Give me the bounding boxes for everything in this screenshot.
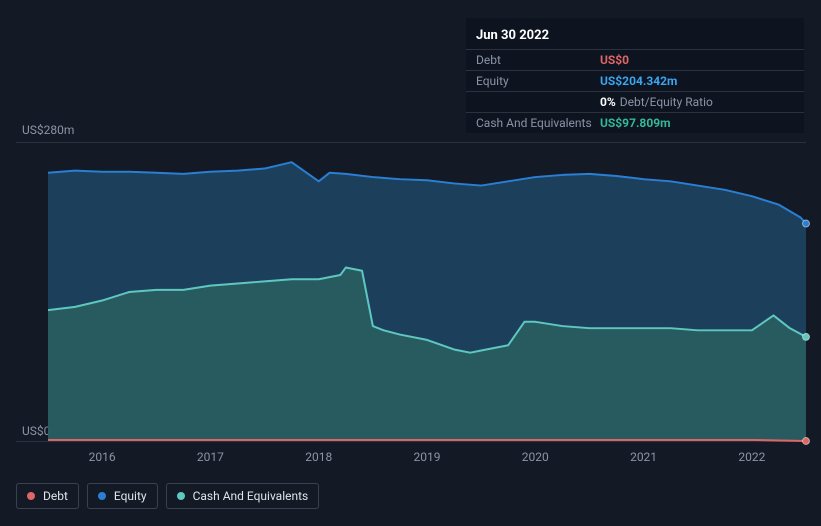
chart-svg [16,143,806,441]
legend-item[interactable]: Debt [16,483,79,509]
chart-plot-area[interactable] [16,142,806,442]
series-end-marker [803,438,810,445]
tooltip-row-suffix: Debt/Equity Ratio [620,95,713,109]
tooltip-row-value: US$0 [600,53,629,67]
legend-dot-icon [177,492,185,500]
tooltip-row-value: US$204.342m [600,74,677,88]
tooltip-row: 0% Debt/Equity Ratio [466,91,804,112]
series-line [48,440,806,441]
legend-item[interactable]: Cash And Equivalents [166,483,320,509]
series-end-marker [803,333,810,340]
tooltip-row-value: US$97.809m [600,116,670,130]
legend-item-label: Equity [114,489,147,503]
x-axis-tick-label: 2020 [522,450,549,464]
tooltip-row: Cash And EquivalentsUS$97.809m [466,112,804,133]
series-end-marker [803,220,810,227]
tooltip-row: EquityUS$204.342m [466,70,804,91]
y-axis-max-label: US$280m [22,123,74,137]
legend-item[interactable]: Equity [87,483,158,509]
legend: Debt Equity Cash And Equivalents [16,483,319,509]
tooltip-row-label: Cash And Equivalents [476,116,600,130]
tooltip-row-value: 0% [600,95,616,109]
x-axis-tick-label: 2022 [738,450,765,464]
x-axis-tick-label: 2018 [305,450,332,464]
x-axis-tick-label: 2016 [89,450,116,464]
x-axis-tick-label: 2019 [414,450,441,464]
tooltip-row-label: Equity [476,74,600,88]
x-axis-tick-label: 2021 [630,450,657,464]
tooltip-row: DebtUS$0 [466,49,804,70]
tooltip-date: Jun 30 2022 [466,26,804,49]
x-axis-labels: 2016 2017 2018 2019 2020 2021 2022 [0,450,821,466]
legend-item-label: Debt [43,489,68,503]
legend-dot-icon [27,492,35,500]
legend-dot-icon [98,492,106,500]
tooltip-rows: DebtUS$0EquityUS$204.342m0%Debt/Equity R… [466,49,804,133]
tooltip-row-label: Debt [476,53,600,67]
legend-item-label: Cash And Equivalents [193,489,309,503]
x-axis-tick-label: 2017 [197,450,224,464]
tooltip-panel: Jun 30 2022 DebtUS$0EquityUS$204.342m0%D… [466,18,804,133]
